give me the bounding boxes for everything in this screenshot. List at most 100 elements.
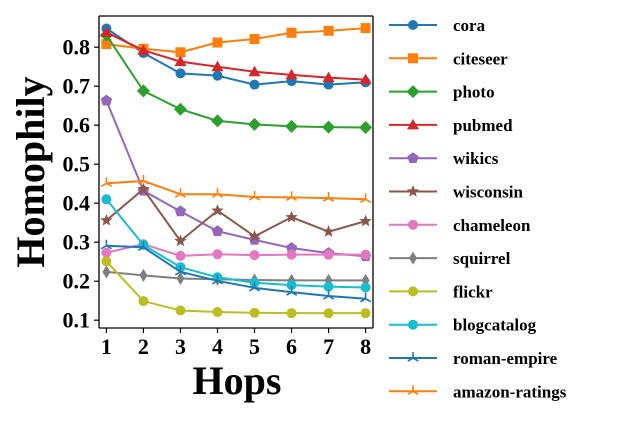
data-point-citeseer-3 <box>175 47 186 58</box>
series-line-blogcatalog <box>105 198 366 289</box>
data-point-amazon-ratings-8 <box>359 193 372 203</box>
data-point-blogcatalog-6 <box>286 280 297 291</box>
legend-marker-roman-empire <box>407 352 419 362</box>
data-point-roman-empire-1 <box>100 239 113 250</box>
data-point-roman-empire-3 <box>174 265 187 276</box>
data-point-blogcatalog-8 <box>360 282 371 293</box>
legend-item-wisconsin: wisconsin <box>389 183 523 202</box>
legend-marker-chameleon <box>408 219 418 230</box>
data-point-pubmed-8 <box>359 73 372 85</box>
data-point-pubmed-2 <box>137 44 150 55</box>
legend-label-squirrel: squirrel <box>453 249 511 268</box>
data-point-chameleon-1 <box>101 247 112 258</box>
legend-item-squirrel: squirrel <box>389 249 511 268</box>
data-point-photo-4 <box>210 114 224 128</box>
legend-item-pubmed: pubmed <box>389 116 513 135</box>
series-roman-empire <box>100 239 372 303</box>
data-point-flickr-3 <box>175 305 186 316</box>
legend-marker-wikics <box>407 152 419 164</box>
legend-marker-squirrel <box>409 251 417 265</box>
data-point-citeseer-4 <box>212 37 223 48</box>
series-blogcatalog <box>101 194 371 293</box>
legend-item-citeseer: citeseer <box>389 49 508 68</box>
legend-marker-citeseer <box>408 53 418 64</box>
series-wisconsin <box>100 182 372 247</box>
series-line-citeseer <box>106 27 366 54</box>
data-point-chameleon-8 <box>360 249 371 260</box>
data-point-photo-2 <box>136 84 150 98</box>
data-point-wisconsin-1 <box>100 213 113 226</box>
series-line-roman-empire <box>106 244 366 300</box>
data-point-flickr-4 <box>212 307 223 318</box>
y-tick-label-0.2: 0.2 <box>63 269 91 294</box>
data-point-roman-empire-5 <box>248 281 261 292</box>
data-point-pubmed-7 <box>322 71 335 83</box>
data-point-blogcatalog-1 <box>101 194 112 205</box>
legend-marker-flickr <box>408 286 418 297</box>
series-line-flickr <box>105 260 366 315</box>
legend-marker-amazon-ratings <box>407 385 419 395</box>
data-point-chameleon-3 <box>175 250 186 261</box>
legend-label-roman-empire: roman-empire <box>453 349 558 368</box>
data-point-wisconsin-3 <box>174 234 187 247</box>
y-tick-label-0.8: 0.8 <box>63 35 91 60</box>
x-tick-label-4: 4 <box>212 334 223 359</box>
y-tick-label-0.1: 0.1 <box>63 308 91 333</box>
data-point-amazon-ratings-4 <box>211 188 224 198</box>
series-line-chameleon <box>106 243 366 257</box>
series-line-pubmed <box>105 31 366 81</box>
legend-label-blogcatalog: blogcatalog <box>453 316 537 335</box>
legend-label-flickr: flickr <box>453 282 493 301</box>
x-tick-label-7: 7 <box>323 334 334 359</box>
y-tick-label-0.7: 0.7 <box>63 74 91 99</box>
series-flickr <box>101 256 371 319</box>
data-point-wisconsin-7 <box>322 225 335 237</box>
data-point-amazon-ratings-2 <box>137 174 150 185</box>
data-point-citeseer-6 <box>286 27 297 38</box>
series-line-cora <box>105 27 366 86</box>
y-tick-label-0.4: 0.4 <box>63 191 91 216</box>
legend-label-wikics: wikics <box>453 149 499 168</box>
series-line-amazon-ratings <box>106 179 366 201</box>
data-point-amazon-ratings-3 <box>174 188 187 198</box>
data-point-flickr-2 <box>138 296 149 307</box>
data-point-squirrel-1 <box>102 265 111 279</box>
data-point-roman-empire-8 <box>359 292 372 303</box>
data-point-cora-3 <box>175 68 186 79</box>
data-point-wisconsin-8 <box>359 214 372 227</box>
series-photo <box>99 28 373 135</box>
legend-item-cora: cora <box>389 16 486 35</box>
data-point-photo-3 <box>173 102 187 116</box>
series-line-wikics <box>105 100 366 258</box>
data-point-wisconsin-5 <box>248 229 261 242</box>
data-point-citeseer-7 <box>323 25 334 36</box>
series-citeseer <box>101 23 371 58</box>
data-point-flickr-6 <box>286 308 297 319</box>
legend-item-roman-empire: roman-empire <box>389 349 558 368</box>
data-point-citeseer-1 <box>101 39 112 50</box>
data-point-cora-7 <box>323 79 334 90</box>
legend-item-wikics: wikics <box>389 149 499 168</box>
legend-marker-wisconsin <box>406 185 420 197</box>
data-point-flickr-5 <box>249 307 260 318</box>
data-point-wisconsin-4 <box>211 204 224 216</box>
data-point-chameleon-6 <box>286 249 297 260</box>
legend-label-pubmed: pubmed <box>453 116 513 135</box>
legend-label-chameleon: chameleon <box>453 216 531 235</box>
x-tick-label-3: 3 <box>175 334 186 359</box>
x-axis-title: Hops <box>193 358 282 403</box>
y-tick-label-0.3: 0.3 <box>63 230 91 255</box>
data-point-photo-5 <box>248 117 262 131</box>
legend-item-flickr: flickr <box>389 282 493 301</box>
y-tick-label-0.6: 0.6 <box>63 113 91 138</box>
plot-area <box>99 23 373 319</box>
legend-marker-photo <box>406 85 420 99</box>
legend: cora citeseer photo pubmed wikics wisconsin ch… <box>389 16 567 401</box>
data-point-photo-8 <box>359 121 373 135</box>
data-point-citeseer-5 <box>249 34 260 45</box>
data-point-squirrel-3 <box>176 271 185 285</box>
x-tick-label-1: 1 <box>101 334 112 359</box>
data-point-squirrel-2 <box>139 268 148 282</box>
